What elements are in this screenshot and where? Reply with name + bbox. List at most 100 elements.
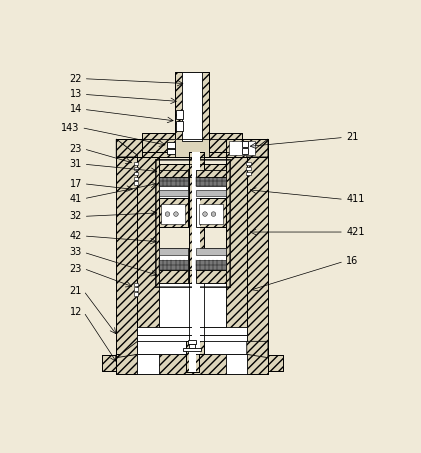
Circle shape <box>174 212 178 217</box>
Bar <box>116 354 268 374</box>
Bar <box>226 157 247 335</box>
Bar <box>116 354 268 374</box>
Bar <box>142 133 175 152</box>
Text: 22: 22 <box>69 74 82 84</box>
Bar <box>189 152 204 354</box>
Bar <box>116 139 142 157</box>
Bar <box>159 270 226 283</box>
Bar <box>168 142 175 148</box>
Text: 16: 16 <box>346 256 359 266</box>
Bar <box>183 348 201 351</box>
Text: 12: 12 <box>69 307 82 317</box>
Bar <box>159 270 188 283</box>
Bar <box>246 172 250 175</box>
Bar <box>159 260 188 270</box>
Bar <box>226 139 268 157</box>
Bar <box>196 260 226 270</box>
Bar <box>159 248 188 270</box>
Bar <box>142 133 175 152</box>
Bar <box>137 327 247 335</box>
Text: 23: 23 <box>69 144 82 154</box>
Bar <box>133 182 138 185</box>
Bar <box>209 133 242 152</box>
Bar <box>116 139 268 157</box>
Bar <box>209 133 242 152</box>
Bar <box>133 177 138 180</box>
Bar <box>159 283 226 327</box>
Bar <box>196 270 226 283</box>
Text: 42: 42 <box>69 231 82 241</box>
Bar <box>196 198 226 227</box>
Bar <box>101 355 116 371</box>
Bar <box>116 155 137 354</box>
Bar <box>133 167 138 170</box>
Bar <box>186 341 199 372</box>
Bar <box>137 340 247 354</box>
Bar <box>159 198 188 227</box>
Bar <box>268 355 282 371</box>
Text: 21: 21 <box>346 132 359 142</box>
Bar <box>159 198 188 227</box>
Text: 17: 17 <box>69 179 82 189</box>
Text: 31: 31 <box>70 159 82 169</box>
Bar <box>182 72 202 141</box>
Bar <box>133 292 138 296</box>
Text: 411: 411 <box>346 194 365 204</box>
Text: 21: 21 <box>69 286 82 296</box>
Bar <box>159 270 226 283</box>
Bar <box>159 190 188 196</box>
Bar <box>186 341 199 372</box>
Bar <box>133 288 138 291</box>
Bar <box>175 72 209 141</box>
Bar <box>188 340 196 344</box>
Bar <box>159 170 188 177</box>
Bar <box>196 190 226 196</box>
Bar <box>116 139 268 157</box>
Bar <box>229 141 255 155</box>
Bar <box>133 172 138 175</box>
Text: 32: 32 <box>69 212 82 222</box>
Bar <box>176 121 183 131</box>
Bar <box>196 170 226 177</box>
Bar <box>101 355 116 371</box>
Polygon shape <box>116 139 137 157</box>
Bar <box>159 177 188 198</box>
Circle shape <box>203 212 207 217</box>
Bar <box>196 248 226 255</box>
Text: 33: 33 <box>70 247 82 257</box>
Polygon shape <box>247 341 268 358</box>
Bar <box>161 204 185 224</box>
Bar <box>133 162 138 165</box>
Bar <box>189 152 204 354</box>
Bar <box>137 335 247 341</box>
Bar <box>159 177 188 186</box>
Bar <box>116 155 137 354</box>
Bar <box>246 167 250 170</box>
Bar <box>189 341 195 372</box>
Bar <box>199 204 223 224</box>
Bar <box>175 72 209 141</box>
Text: 41: 41 <box>70 194 82 204</box>
Bar <box>175 139 209 157</box>
Text: 421: 421 <box>346 227 365 237</box>
Bar <box>159 248 188 255</box>
Bar <box>159 164 226 177</box>
Bar <box>196 177 226 198</box>
Bar <box>247 155 268 354</box>
Bar <box>226 354 247 374</box>
Bar <box>246 162 250 165</box>
Text: 143: 143 <box>61 123 80 133</box>
Bar <box>196 177 226 186</box>
Bar <box>192 152 200 354</box>
Bar <box>155 159 230 288</box>
Polygon shape <box>116 341 137 358</box>
Bar <box>268 355 282 371</box>
Bar <box>156 160 229 286</box>
Bar <box>242 148 248 154</box>
Text: 13: 13 <box>70 89 82 99</box>
Circle shape <box>165 212 170 217</box>
Bar <box>137 157 159 335</box>
Bar <box>133 283 138 286</box>
Text: 23: 23 <box>69 264 82 274</box>
Bar <box>226 157 247 335</box>
